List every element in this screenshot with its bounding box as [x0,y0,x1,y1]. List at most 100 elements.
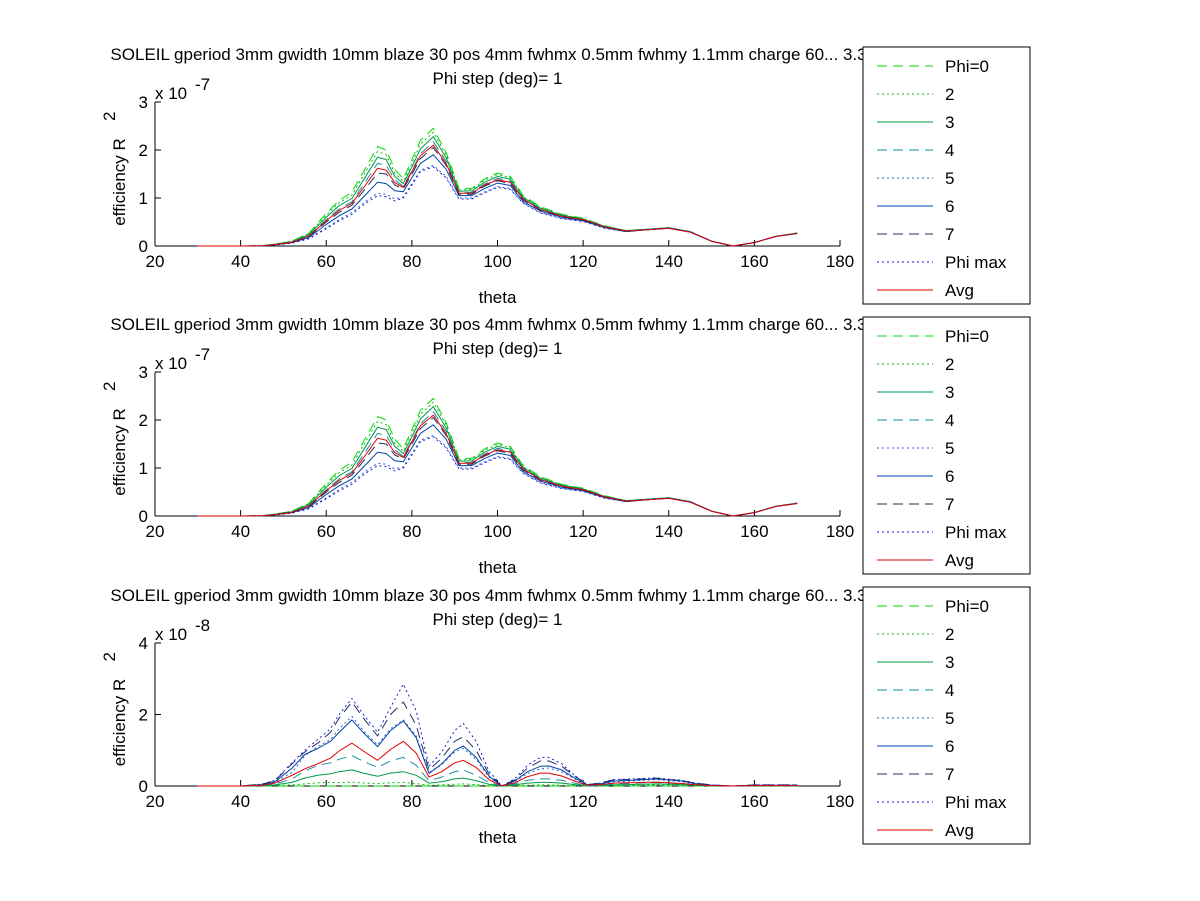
chart-subtitle: Phi step (deg)= 1 [433,610,563,629]
y-axis-label: efficiency R [110,679,129,767]
legend-label: Phi=0 [945,597,989,616]
y-axis-label-superscript: 2 [100,112,119,121]
legend-box [862,46,1031,305]
series-group [197,127,798,247]
x-tick-label: 40 [231,252,250,271]
y-axis-label-group: efficiency R 2 [100,112,129,226]
series-line-5 [197,434,798,517]
series-line-1 [197,127,798,247]
y-tick-label: 2 [139,141,148,160]
chart-title: SOLEIL gperiod 3mm gwidth 10mm blaze 30 … [110,45,884,64]
legend-label: Phi=0 [945,57,989,76]
y-axis-label-group: efficiency R 2 [100,652,129,766]
legend-label: 3 [945,383,954,402]
series-line-4 [197,411,798,517]
x-tick-label: 120 [569,792,597,811]
legend-label: Phi=0 [945,327,989,346]
y-multiplier-exponent: -8 [195,616,210,635]
series-line-7 [197,147,798,247]
legend: Phi=0 2 3 4 5 6 7 Phi max Avg [862,46,1031,305]
x-axis-label: theta [479,828,517,847]
x-axis-label: theta [479,288,517,307]
y-axis-label-group: efficiency R 2 [100,382,129,496]
x-tick-label: 100 [483,792,511,811]
x-tick-label: 100 [483,522,511,541]
y-tick-label: 3 [139,93,148,112]
y-tick-label: 2 [139,706,148,725]
chart-title: SOLEIL gperiod 3mm gwidth 10mm blaze 30 … [110,315,884,334]
series-line-6 [197,154,798,247]
legend-box [862,586,1031,845]
y-tick-label: 1 [139,459,148,478]
series-line-4 [197,141,798,247]
series-line-3 [197,769,798,787]
y-tick-label: 3 [139,363,148,382]
x-tick-label: 180 [826,522,854,541]
series-line-3 [197,136,798,247]
legend: Phi=0 2 3 4 5 6 7 Phi max Avg [862,316,1031,575]
x-tick-label: 20 [146,522,165,541]
legend-label: 2 [945,85,954,104]
legend-label: 4 [945,681,954,700]
y-multiplier: x 10 [155,354,187,373]
legend-label: 2 [945,625,954,644]
x-axis-label: theta [479,558,517,577]
y-tick-label: 2 [139,411,148,430]
series-line-7 [197,701,798,787]
y-multiplier-exponent: -7 [195,345,210,364]
legend-label: 3 [945,113,954,132]
legend-label: 6 [945,467,954,486]
legend-label: Avg [945,551,974,570]
chart-subtitle: Phi step (deg)= 1 [433,69,563,88]
series-line-5 [197,164,798,247]
x-tick-label: 140 [655,252,683,271]
x-tick-label: 140 [655,522,683,541]
legend-label: 2 [945,355,954,374]
series-line-6 [197,719,798,787]
legend-label: 5 [945,169,954,188]
series-group [197,683,798,787]
series-line-9 [197,144,798,247]
x-tick-label: 40 [231,792,250,811]
y-multiplier: x 10 [155,84,187,103]
y-axis-label: efficiency R [110,408,129,496]
y-axis-label-superscript: 2 [100,382,119,391]
legend-label: 7 [945,765,954,784]
x-tick-label: 20 [146,792,165,811]
chart-panel-3: SOLEIL gperiod 3mm gwidth 10mm blaze 30 … [100,586,1031,847]
x-tick-label: 120 [569,252,597,271]
y-tick-label: 1 [139,189,148,208]
series-line-8 [197,436,798,517]
legend-label: Avg [945,821,974,840]
legend-label: 6 [945,737,954,756]
series-line-8 [197,166,798,247]
x-tick-label: 180 [826,252,854,271]
x-tick-label: 180 [826,792,854,811]
series-line-2 [197,401,798,517]
x-tick-label: 80 [402,792,421,811]
x-tick-label: 160 [740,792,768,811]
chart-panel-1: SOLEIL gperiod 3mm gwidth 10mm blaze 30 … [100,45,1031,307]
legend-box [862,316,1031,575]
x-tick-label: 80 [402,522,421,541]
series-line-3 [197,406,798,517]
legend-label: 5 [945,439,954,458]
legend-label: 7 [945,495,954,514]
legend-label: 3 [945,653,954,672]
legend-label: Avg [945,281,974,300]
x-tick-label: 60 [317,792,336,811]
y-tick-label: 0 [139,507,148,526]
y-tick-label: 4 [139,634,148,653]
series-line-2 [197,131,798,247]
series-line-5 [197,715,798,787]
series-line-6 [197,424,798,517]
x-tick-label: 20 [146,252,165,271]
y-tick-label: 0 [139,237,148,256]
x-tick-label: 140 [655,792,683,811]
y-axis-label-superscript: 2 [100,652,119,661]
legend-label: 5 [945,709,954,728]
x-tick-label: 160 [740,522,768,541]
chart-subtitle: Phi step (deg)= 1 [433,339,563,358]
chart-panel-2: SOLEIL gperiod 3mm gwidth 10mm blaze 30 … [100,315,1031,577]
legend-label: 7 [945,225,954,244]
